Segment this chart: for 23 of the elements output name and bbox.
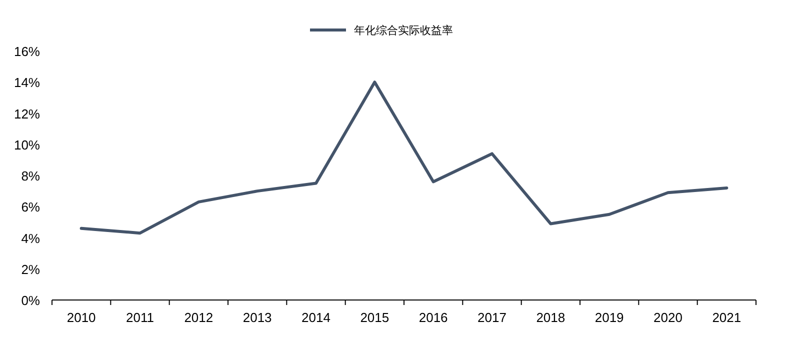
y-tick-label: 4% [21,230,40,246]
x-tick-label: 2019 [594,310,624,325]
x-tick-label: 2018 [536,310,566,325]
x-tick-label: 2013 [242,310,272,325]
x-tick-label: 2016 [418,310,448,325]
x-tick-label: 2014 [302,310,330,325]
x-tick-label: 2011 [126,310,154,325]
line-series [80,80,728,235]
x-tick-label: 2010 [66,310,96,325]
x-tick-label: 2020 [654,310,682,325]
x-tick-label: 2017 [478,310,506,325]
y-tick-label: 12% [14,106,40,122]
y-tick-label: 14% [14,75,40,90]
x-tick-label: 2012 [184,310,214,325]
x-tick-label: 2015 [360,310,390,325]
x-tick-label: 2021 [712,310,742,325]
y-tick-label: 16% [14,44,40,59]
y-tick-label: 6% [21,200,40,215]
legend-label: 年化综合实际收益率 [354,24,453,37]
y-tick-label: 2% [21,262,40,277]
y-tick-label: 0% [21,293,40,308]
y-tick-label: 8% [21,168,40,184]
y-tick-label: 10% [14,137,40,152]
